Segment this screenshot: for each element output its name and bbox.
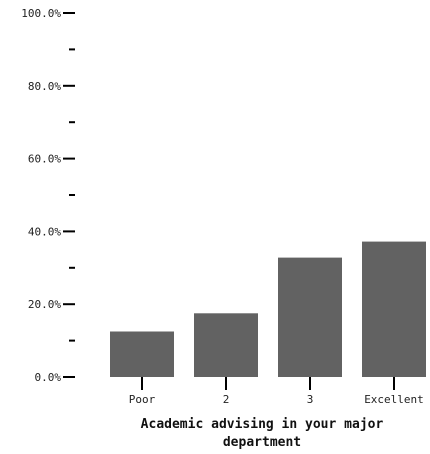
y-axis: 0.0% 20.0% 40.0% 60.0% 80.0% 100.0% bbox=[21, 7, 75, 384]
x-axis-title-line-1: Academic advising in your major bbox=[141, 417, 384, 432]
y-tick-label: 0.0% bbox=[35, 371, 62, 384]
bar-excellent bbox=[362, 241, 426, 377]
x-tick-label: Poor bbox=[129, 393, 156, 406]
x-tick-label: Excellent bbox=[364, 393, 424, 406]
x-axis-title-line-2: department bbox=[223, 435, 301, 450]
bar-poor bbox=[110, 331, 174, 377]
y-tick-label: 40.0% bbox=[28, 225, 61, 238]
x-tick-label: 3 bbox=[307, 393, 314, 406]
y-tick-label: 80.0% bbox=[28, 80, 61, 93]
bar-3 bbox=[278, 257, 342, 377]
x-tick-label: 2 bbox=[223, 393, 230, 406]
y-tick-label: 60.0% bbox=[28, 153, 61, 166]
bar-2 bbox=[194, 313, 258, 377]
x-axis: Poor 2 3 Excellent bbox=[129, 377, 424, 406]
y-tick-label: 100.0% bbox=[21, 7, 61, 20]
bars bbox=[110, 241, 426, 377]
y-tick-label: 20.0% bbox=[28, 298, 61, 311]
